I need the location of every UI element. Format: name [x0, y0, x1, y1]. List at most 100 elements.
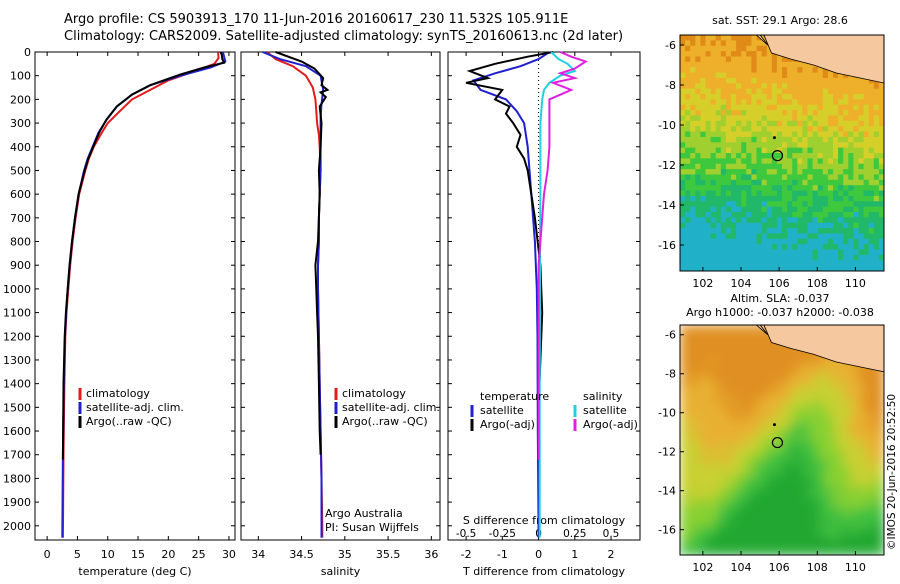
salinity-panel: 34 34.5 35 35.5 36 salinity climatologysatelli…: [240, 51, 441, 578]
top-tick-label: -0.5: [456, 528, 477, 540]
y-tick-label: 200: [10, 93, 31, 106]
y-tick-label: 1700: [3, 449, 31, 462]
x-tick-label: 0: [44, 548, 51, 561]
x-axis-label: salinity: [321, 565, 361, 578]
y-tick-label: -10: [658, 407, 676, 420]
heatmap-cells: [680, 325, 884, 555]
x-tick-label: 1: [571, 548, 578, 561]
y-tick-label: 1200: [3, 330, 31, 343]
x-tick-label: 102: [692, 277, 713, 290]
sst-map-frame: [679, 34, 885, 272]
series-line: [537, 51, 588, 460]
legend-label: Argo(-adj): [480, 418, 535, 431]
plot-frame: [240, 51, 441, 541]
x-tick-label: 34: [251, 548, 265, 561]
y-tick-label: -12: [658, 159, 676, 172]
y-tick-label: 2000: [3, 520, 31, 533]
y-tick-label: 1600: [3, 425, 31, 438]
y-tick-label: -16: [658, 524, 676, 537]
land-mass: [755, 325, 769, 336]
series-line: [275, 51, 330, 455]
temperature-panel: 0100200300400500600700800900100011001200…: [3, 46, 236, 578]
legend-label: Argo(..raw -QC): [342, 415, 428, 428]
panel-annotation: PI: Susan Wijffels: [325, 521, 419, 534]
series-line: [266, 51, 324, 538]
land-mass: [763, 325, 884, 373]
plot-frame: [447, 51, 641, 541]
series-line: [61, 51, 220, 538]
legend-label: satellite: [583, 404, 627, 417]
y-tick-label: 700: [10, 212, 31, 225]
x-tick-label: 30: [222, 548, 236, 561]
x-tick-label: 36: [424, 548, 438, 561]
argo-position-marker: [771, 150, 784, 162]
y-tick-label: 400: [10, 141, 31, 154]
legend-label: Argo(-adj): [583, 418, 638, 431]
series-line: [61, 51, 227, 538]
y-tick-label: -16: [658, 239, 676, 252]
x-tick-label: 106: [769, 277, 790, 290]
legend-label: Argo(..raw -QC): [86, 415, 172, 428]
land-mass: [763, 35, 884, 84]
panel-annotation: Argo Australia: [325, 507, 403, 520]
x-tick-label: 34.5: [289, 548, 314, 561]
x-axis-label-top: S difference from climatology: [463, 514, 626, 527]
x-tick-label: 110: [845, 561, 866, 574]
x-tick-label: 104: [731, 277, 752, 290]
y-tick-label: 600: [10, 188, 31, 201]
x-axis-label: T difference from climatology: [462, 565, 625, 578]
legend-label: satellite: [480, 404, 524, 417]
series-line: [471, 51, 550, 538]
y-tick-label: 500: [10, 164, 31, 177]
argo-position-marker: [771, 436, 784, 449]
sla-heatmap: [680, 325, 884, 555]
series-line: [465, 51, 554, 460]
x-tick-label: -2: [461, 548, 472, 561]
sla-map-panel: Altim. SLA: -0.037 Argo h1000: -0.037 h2…: [658, 292, 885, 574]
x-tick-label: 15: [131, 548, 145, 561]
x-tick-label: 35.5: [376, 548, 401, 561]
series-line: [262, 51, 325, 538]
legend-label: climatology: [342, 387, 406, 400]
y-tick-label: -12: [658, 446, 676, 459]
top-tick-label: 0.5: [603, 528, 620, 540]
legend-label: climatology: [86, 387, 150, 400]
x-tick-label: 10: [101, 548, 115, 561]
sla-map-axes: 102 104 106 108 110 -6 -8 -10 -12 -14 -16: [658, 329, 866, 574]
y-tick-label: 1500: [3, 401, 31, 414]
x-tick-label: 5: [74, 548, 81, 561]
x-axis-label: temperature (deg C): [78, 565, 191, 578]
previous-position-marker: [772, 136, 776, 140]
y-tick-label: 800: [10, 236, 31, 249]
y-tick-label: 1800: [3, 472, 31, 485]
x-tick-label: 106: [769, 561, 790, 574]
figure-title-line1: Argo profile: CS 5903913_170 11-Jun-2016…: [64, 12, 568, 27]
y-tick-label: 1100: [3, 307, 31, 320]
y-tick-label: -8: [665, 79, 676, 92]
plot-frame: [34, 51, 236, 541]
difference-panel: -2 -1 0 1 2 T difference from climatology -0.5…: [447, 51, 641, 578]
y-tick-label: -14: [658, 485, 676, 498]
y-tick-label: -10: [658, 119, 676, 132]
series-line: [538, 51, 577, 538]
sst-map-panel: sat. SST: 29.1 Argo: 28.6 102 104 106 108 11…: [658, 14, 885, 290]
sla-map-title: Altim. SLA: -0.037: [730, 292, 829, 305]
x-tick-label: 104: [731, 561, 752, 574]
y-tick-label: 0: [24, 46, 31, 59]
legend-group-title: salinity: [583, 390, 623, 403]
x-tick-label: 0: [535, 548, 542, 561]
y-tick-label: -14: [658, 199, 676, 212]
top-tick-label: 0.25: [563, 528, 586, 540]
y-tick-label: 1400: [3, 378, 31, 391]
y-tick-label: 1900: [3, 496, 31, 509]
y-tick-label: 100: [10, 70, 31, 83]
sla-map-subtitle: Argo h1000: -0.037 h2000: -0.038: [686, 306, 874, 319]
y-tick-label: 1000: [3, 283, 31, 296]
figure-title-line2: Climatology: CARS2009. Satellite-adjuste…: [64, 29, 623, 44]
y-tick-label: 900: [10, 259, 31, 272]
top-tick-label: -0.25: [489, 528, 516, 540]
y-tick-label: -8: [665, 368, 676, 381]
x-tick-label: 20: [161, 548, 175, 561]
y-tick-label: 300: [10, 117, 31, 130]
